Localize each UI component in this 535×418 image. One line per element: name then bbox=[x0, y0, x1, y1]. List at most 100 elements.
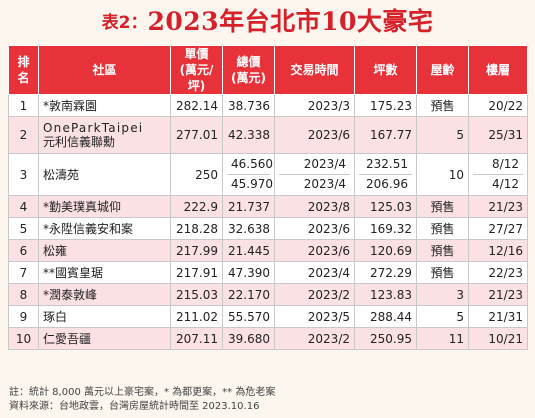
cell-area: 123.83 bbox=[354, 283, 417, 306]
cell-unit-price: 217.91 bbox=[170, 261, 223, 284]
cell-floor: 21/23 bbox=[468, 283, 528, 306]
cell-trade-time: 2023/2 bbox=[274, 283, 355, 306]
cell-unit-price: 215.03 bbox=[170, 283, 223, 306]
footnotes: 註：統計 8,000 萬元以上豪宅案，* 為都更案，** 為危老案 資料來源：台… bbox=[9, 386, 275, 414]
cell-community: **國賓皇琚 bbox=[38, 261, 171, 284]
cell-total-price: 22.170 bbox=[222, 283, 275, 306]
header-community: 社區 bbox=[38, 45, 171, 95]
cell-age: 10 bbox=[416, 153, 469, 196]
cell-floor: 20/22 bbox=[468, 94, 528, 117]
table-row: 1 *敦南霖園 282.14 38.736 2023/3 175.23 預售 2… bbox=[8, 94, 528, 117]
cell-age: 預售 bbox=[416, 217, 469, 240]
cell-trade-time: 2023/4 2023/4 bbox=[274, 153, 355, 196]
header-age: 屋齡 bbox=[416, 45, 469, 95]
cell-rank: 10 bbox=[8, 327, 39, 350]
cell-unit-price: 277.01 bbox=[170, 116, 223, 154]
cell-area: 250.95 bbox=[354, 327, 417, 350]
cell-rank: 1 bbox=[8, 94, 39, 117]
cell-area: 169.32 bbox=[354, 217, 417, 240]
cell-age: 預售 bbox=[416, 94, 469, 117]
cell-rank: 5 bbox=[8, 217, 39, 240]
cell-area: 272.29 bbox=[354, 261, 417, 284]
table-row: 8 *潤泰敦峰 215.03 22.170 2023/2 123.83 3 21… bbox=[8, 283, 528, 306]
cell-age: 預售 bbox=[416, 261, 469, 284]
header-unit-price: 單價 (萬元/坪) bbox=[170, 45, 223, 95]
cell-floor: 21/23 bbox=[468, 195, 528, 218]
cell-community: *勤美璞真城仰 bbox=[38, 195, 171, 218]
cell-trade-time: 2023/5 bbox=[274, 305, 355, 328]
cell-area: 167.77 bbox=[354, 116, 417, 154]
cell-floor: 22/23 bbox=[468, 261, 528, 284]
cell-rank: 6 bbox=[8, 239, 39, 262]
cell-area: 232.51 206.96 bbox=[354, 153, 417, 196]
cell-unit-price: 217.99 bbox=[170, 239, 223, 262]
cell-trade-time: 2023/6 bbox=[274, 217, 355, 240]
cell-rank: 4 bbox=[8, 195, 39, 218]
cell-trade-time: 2023/6 bbox=[274, 116, 355, 154]
cell-rank: 7 bbox=[8, 261, 39, 284]
luxury-housing-table: 排名 社區 單價 (萬元/坪) 總價 (萬元) 交易時間 坪數 屋齡 樓層 1 *敦… bbox=[8, 45, 528, 350]
cell-floor: 12/16 bbox=[468, 239, 528, 262]
cell-total-price: 32.638 bbox=[222, 217, 275, 240]
cell-rank: 8 bbox=[8, 283, 39, 306]
title-text: 2023年台北市10大豪宅 bbox=[147, 7, 434, 36]
table-row: 2 OneParkTaipei 元利信義聯勳 277.01 42.338 2023… bbox=[8, 116, 528, 154]
table-row: 10 仁愛吾疆 207.11 39.680 2023/2 250.95 11 1… bbox=[8, 327, 528, 350]
cell-total-price: 47.390 bbox=[222, 261, 275, 284]
table-row: 3 松濤苑 250 46.560 45.970 2023/4 2023/4 232.… bbox=[8, 153, 528, 196]
cell-floor: 27/27 bbox=[468, 217, 528, 240]
cell-trade-time: 2023/3 bbox=[274, 94, 355, 117]
cell-age: 3 bbox=[416, 283, 469, 306]
table-row: 7 **國賓皇琚 217.91 47.390 2023/4 272.29 預售 … bbox=[8, 261, 528, 284]
cell-community: *永陞信義安和案 bbox=[38, 217, 171, 240]
cell-total-price: 21.445 bbox=[222, 239, 275, 262]
title-prefix: 表2： bbox=[101, 13, 148, 33]
footnote-definition: 註：統計 8,000 萬元以上豪宅案，* 為都更案，** 為危老案 bbox=[9, 387, 276, 398]
cell-age: 11 bbox=[416, 327, 469, 350]
table-row: 6 松雍 217.99 21.445 2023/6 120.69 預售 12/1… bbox=[8, 239, 528, 262]
cell-trade-time: 2023/2 bbox=[274, 327, 355, 350]
cell-trade-time: 2023/8 bbox=[274, 195, 355, 218]
cell-community: 仁愛吾疆 bbox=[38, 327, 171, 350]
cell-community: 琢白 bbox=[38, 305, 171, 328]
cell-floor: 21/31 bbox=[468, 305, 528, 328]
cell-age: 5 bbox=[416, 305, 469, 328]
cell-total-price: 39.680 bbox=[222, 327, 275, 350]
table-row: 4 *勤美璞真城仰 222.9 21.737 2023/8 125.03 預售 … bbox=[8, 195, 528, 218]
cell-total-price: 38.736 bbox=[222, 94, 275, 117]
header-row: 排名 社區 單價 (萬元/坪) 總價 (萬元) 交易時間 坪數 屋齡 樓層 bbox=[8, 45, 528, 95]
cell-trade-time: 2023/6 bbox=[274, 239, 355, 262]
cell-area: 288.44 bbox=[354, 305, 417, 328]
cell-community: 松雍 bbox=[38, 239, 171, 262]
header-trade-time: 交易時間 bbox=[274, 45, 355, 95]
cell-unit-price: 282.14 bbox=[170, 94, 223, 117]
cell-community: OneParkTaipei 元利信義聯勳 bbox=[38, 116, 171, 154]
cell-area: 175.23 bbox=[354, 94, 417, 117]
cell-total-price: 46.560 45.970 bbox=[222, 153, 275, 196]
cell-floor: 8/12 4/12 bbox=[468, 153, 528, 196]
cell-floor: 10/21 bbox=[468, 327, 528, 350]
cell-age: 5 bbox=[416, 116, 469, 154]
header-area: 坪數 bbox=[354, 45, 417, 95]
cell-floor: 25/31 bbox=[468, 116, 528, 154]
cell-unit-price: 207.11 bbox=[170, 327, 223, 350]
header-total-price: 總價 (萬元) bbox=[222, 45, 275, 95]
cell-community: 松濤苑 bbox=[38, 153, 171, 196]
table-row: 5 *永陞信義安和案 218.28 32.638 2023/6 169.32 預… bbox=[8, 217, 528, 240]
cell-unit-price: 250 bbox=[170, 153, 223, 196]
cell-unit-price: 218.28 bbox=[170, 217, 223, 240]
cell-total-price: 21.737 bbox=[222, 195, 275, 218]
cell-area: 120.69 bbox=[354, 239, 417, 262]
cell-rank: 2 bbox=[8, 116, 39, 154]
cell-total-price: 42.338 bbox=[222, 116, 275, 154]
header-rank: 排名 bbox=[8, 45, 39, 95]
cell-unit-price: 222.9 bbox=[170, 195, 223, 218]
cell-community: *敦南霖園 bbox=[38, 94, 171, 117]
header-floor: 樓層 bbox=[468, 45, 528, 95]
footnote-source: 資料來源：台地政雲，台灣房屋統計時間至 2023.10.16 bbox=[9, 401, 260, 412]
cell-age: 預售 bbox=[416, 195, 469, 218]
cell-unit-price: 211.02 bbox=[170, 305, 223, 328]
cell-trade-time: 2023/4 bbox=[274, 261, 355, 284]
page-title: 表2：2023年台北市10大豪宅 bbox=[0, 4, 535, 40]
cell-rank: 3 bbox=[8, 153, 39, 196]
